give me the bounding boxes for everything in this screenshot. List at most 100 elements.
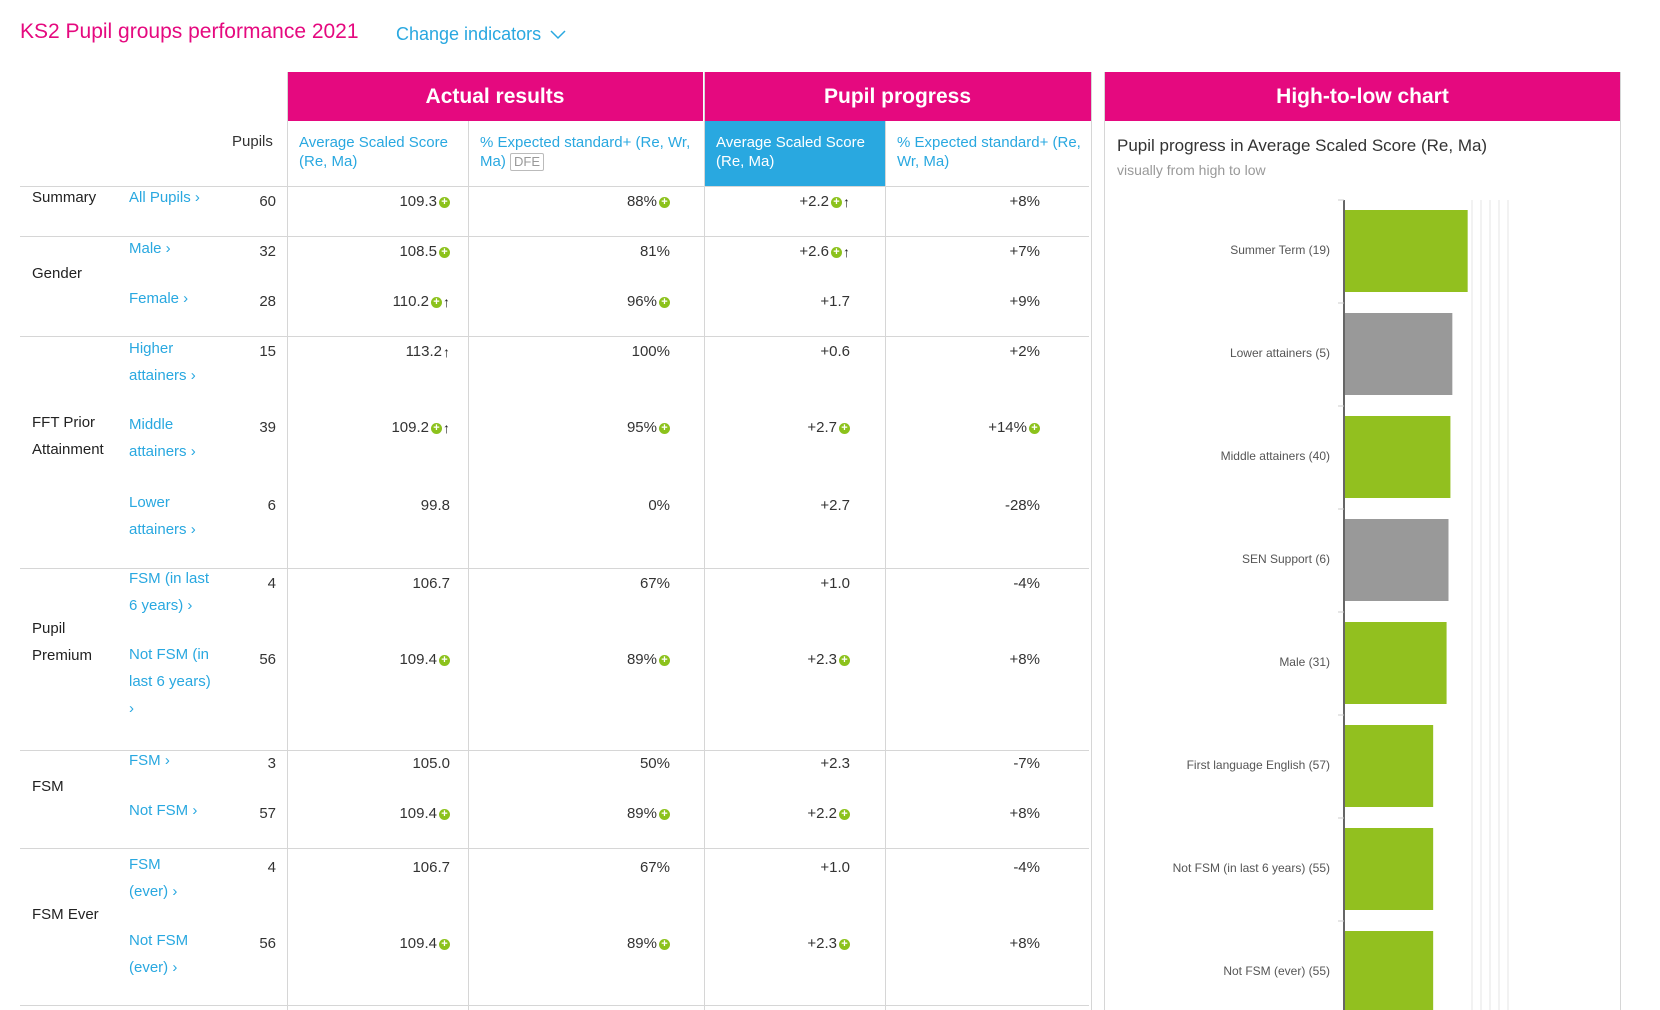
ar-exp-cell: 100% — [560, 342, 670, 362]
pupil-group-link[interactable]: Lower attainers › — [129, 494, 196, 538]
ar-avg-cell: 105.0 — [330, 754, 450, 774]
pp-avg-cell: +1.7 — [720, 292, 850, 312]
ar-avg-cell: 109.3 + — [330, 192, 450, 212]
chart-bar[interactable] — [1345, 622, 1447, 704]
pp-avg-cell-value: +2.2 — [799, 193, 829, 210]
chart-bar[interactable] — [1345, 313, 1453, 395]
pp-exp-column-header[interactable]: % Expected standard+ (Re, Wr, Ma) — [897, 134, 1081, 170]
pp-avg-column-header[interactable]: Average Scaled Score (Re, Ma) — [704, 121, 885, 186]
ar-avg-cell-value: 106.7 — [412, 575, 450, 592]
chart-bar[interactable] — [1345, 828, 1434, 910]
group-label: Pupil Premium — [32, 620, 93, 664]
plus-icon: + — [659, 938, 670, 950]
chart-bar[interactable] — [1345, 931, 1434, 1010]
change-indicators-label: Change indicators — [396, 24, 542, 44]
pp-exp-cell-value: +14% — [988, 419, 1027, 436]
pp-avg-cell: +2.3 + — [720, 934, 850, 954]
pp-exp-cell: +8% — [930, 934, 1040, 954]
bar-category-label: First language English (57) — [1186, 758, 1330, 772]
ar-avg-cell-value: 99.8 — [420, 497, 450, 514]
pupil-group-link[interactable]: All Pupils › — [129, 189, 200, 206]
ar-avg-column-header[interactable]: Average Scaled Score (Re, Ma) — [299, 134, 448, 170]
pp-avg-cell: +2.7 + — [720, 418, 850, 438]
plus-icon: + — [839, 654, 850, 666]
ar-exp-cell: 89% + — [560, 804, 670, 824]
pp-avg-cell-value: +2.3 — [820, 755, 850, 772]
plus-icon: + — [659, 808, 670, 820]
plus-icon: + — [839, 808, 850, 820]
chevron-down-icon — [550, 30, 566, 40]
ar-avg-cell: 108.5 + — [330, 242, 450, 262]
pupil-group-link[interactable]: FSM › — [129, 752, 170, 769]
plus-icon: + — [659, 296, 670, 308]
pp-exp-cell: +7% — [930, 242, 1040, 262]
pp-exp-cell-value: +9% — [1009, 293, 1040, 310]
chart-bar[interactable] — [1345, 210, 1468, 292]
change-indicators-dropdown[interactable]: Change indicators — [396, 24, 566, 45]
pp-avg-cell-value: +2.7 — [820, 497, 850, 514]
pp-exp-cell: +8% — [930, 192, 1040, 212]
ar-exp-cell: 0% — [560, 496, 670, 516]
up-arrow-icon: ↑ — [443, 344, 450, 361]
chart-header: High-to-low chart — [1105, 72, 1620, 121]
plus-icon: + — [431, 296, 442, 308]
up-arrow-icon: ↑ — [843, 194, 850, 211]
pp-avg-cell: +2.3 + — [720, 650, 850, 670]
bar-category-label: Middle attainers (40) — [1220, 449, 1330, 463]
pp-exp-cell: +9% — [930, 292, 1040, 312]
row-divider — [20, 1005, 1089, 1006]
pp-exp-cell: +8% — [930, 804, 1040, 824]
bar-category-label: Not FSM (ever) (55) — [1223, 964, 1330, 978]
pp-exp-cell-value: +8% — [1009, 935, 1040, 952]
pp-avg-cell-value: +2.6 — [799, 243, 829, 260]
pp-exp-cell: +2% — [930, 342, 1040, 362]
pupil-group-link[interactable]: Middle attainers › — [129, 416, 196, 460]
pp-exp-cell: -4% — [930, 858, 1040, 878]
chart-subtitle: visually from high to low — [1117, 162, 1266, 178]
pupil-group-link[interactable]: Female › — [129, 290, 189, 307]
ar-avg-cell: 113.2↑ — [330, 342, 450, 362]
pp-exp-cell-value: -7% — [1013, 755, 1040, 772]
pupil-group-link[interactable]: FSM (ever) › — [129, 856, 178, 900]
ar-avg-cell-value: 109.2 — [391, 419, 429, 436]
plus-icon: + — [839, 422, 850, 434]
chart-bar[interactable] — [1345, 725, 1434, 807]
pupil-group-link[interactable]: FSM (in last 6 years) › — [129, 570, 210, 614]
pupil-group-link[interactable]: Higher attainers › — [129, 340, 196, 384]
ar-exp-cell-value: 100% — [631, 343, 670, 360]
ar-exp-cell: 89% + — [560, 650, 670, 670]
ar-exp-cell: 81% — [560, 242, 670, 262]
pp-exp-cell-value: +8% — [1009, 805, 1040, 822]
row-divider — [20, 236, 1089, 237]
row-divider — [20, 336, 1089, 337]
ar-exp-cell-value: 50% — [639, 755, 670, 772]
pupil-group-link[interactable]: Not FSM (ever) › — [129, 932, 189, 976]
ar-exp-cell-value: 95% — [626, 419, 657, 436]
group-label: Gender — [32, 265, 83, 282]
chart-bar[interactable] — [1345, 519, 1449, 601]
ar-exp-cell-value: 0% — [648, 497, 670, 514]
ar-exp-column-header[interactable]: % Expected standard+ (Re, Wr, Ma) DFE — [468, 121, 704, 186]
bar-category-label: Lower attainers (5) — [1229, 346, 1330, 360]
row-divider — [20, 186, 1089, 187]
ar-exp-column-label: % Expected standard+ (Re, Wr, Ma) — [480, 134, 691, 170]
high-to-low-chart-panel: High-to-low chart Pupil progress in Aver… — [1104, 72, 1621, 1010]
pp-exp-cell-value: +8% — [1009, 651, 1040, 668]
ar-avg-cell: 109.2 + ↑ — [330, 418, 450, 438]
pupil-count: 28 — [259, 293, 276, 310]
pupil-group-link[interactable]: Male › — [129, 240, 171, 257]
pupil-group-link[interactable]: Not FSM › — [129, 802, 198, 819]
ar-avg-cell-value: 109.4 — [399, 935, 437, 952]
column-divider — [885, 121, 886, 1010]
ar-exp-cell: 67% — [560, 574, 670, 594]
plus-icon: + — [439, 938, 450, 950]
ar-avg-cell: 110.2 + ↑ — [330, 292, 450, 312]
plus-icon: + — [439, 808, 450, 820]
pupil-count: 56 — [259, 651, 276, 668]
pupil-group-link[interactable]: Not FSM (in last 6 years) › — [129, 646, 211, 717]
ar-avg-cell: 109.4 + — [330, 934, 450, 954]
chart-bar[interactable] — [1345, 416, 1451, 498]
row-divider — [20, 848, 1089, 849]
chart-title: Pupil progress in Average Scaled Score (… — [1117, 136, 1488, 155]
ar-avg-cell-value: 110.2 — [392, 293, 429, 310]
